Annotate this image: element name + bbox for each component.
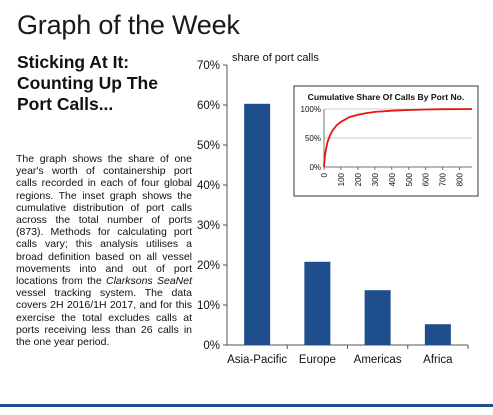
y-axis-label: share of port calls bbox=[232, 52, 319, 64]
headline-line-2: Counting Up The bbox=[17, 73, 158, 93]
bar-europe bbox=[304, 261, 331, 345]
inset-x-tick-label: 800 bbox=[456, 172, 465, 186]
headline-line-3: Port Calls... bbox=[17, 94, 114, 114]
x-tick-label: Europe bbox=[299, 354, 336, 366]
y-tick-label: 60% bbox=[197, 100, 220, 112]
y-tick-label: 70% bbox=[197, 60, 220, 72]
bar-americas bbox=[364, 290, 391, 345]
inset-y-tick-label: 50% bbox=[305, 134, 321, 143]
inset-frame bbox=[293, 85, 479, 197]
bottom-rule bbox=[0, 404, 493, 407]
x-tick-label: Americas bbox=[354, 354, 402, 366]
inset-x-tick-label: 400 bbox=[388, 172, 397, 186]
inset-x-tick-label: 300 bbox=[371, 172, 380, 186]
article-headline: Sticking At It: Counting Up The Port Cal… bbox=[17, 52, 192, 115]
inset-x-tick-label: 600 bbox=[422, 172, 431, 186]
bar-africa bbox=[424, 324, 451, 345]
inset-x-tick-label: 100 bbox=[337, 172, 346, 186]
y-tick-label: 10% bbox=[197, 300, 220, 312]
y-tick-label: 20% bbox=[197, 260, 220, 272]
y-tick-label: 30% bbox=[197, 220, 220, 232]
inset-cumulative-line bbox=[323, 108, 473, 168]
bar-asia-pacific bbox=[244, 103, 271, 345]
x-tick-label: Africa bbox=[423, 354, 453, 366]
body-source-name: Clarksons SeaNet bbox=[105, 275, 192, 288]
body-text-part-2: vessel tracking system. The data covers … bbox=[16, 287, 192, 349]
y-tick-label: 0% bbox=[203, 340, 220, 352]
article-body: The graph shows the share of one year's … bbox=[16, 153, 192, 348]
y-tick-label: 40% bbox=[197, 180, 220, 192]
body-text-part-1: The graph shows the share of one year's … bbox=[16, 153, 192, 288]
inset-x-tick-label: 700 bbox=[439, 172, 448, 186]
inset-x-tick-label: 200 bbox=[354, 172, 363, 186]
y-tick-label: 50% bbox=[197, 140, 220, 152]
inset-y-tick-label: 0% bbox=[309, 163, 321, 172]
x-tick-label: Asia-Pacific bbox=[227, 354, 287, 366]
inset-x-tick-label: 0 bbox=[320, 172, 329, 177]
inset-x-tick-label: 500 bbox=[405, 172, 414, 186]
inset-title: Cumulative Share Of Calls By Port No. bbox=[308, 92, 465, 102]
headline-line-1: Sticking At It: bbox=[17, 52, 130, 72]
page-title: Graph of the Week bbox=[17, 10, 240, 40]
inset-y-tick-label: 100% bbox=[301, 105, 321, 114]
bar-chart: 0% 10% 20% 30% 40% 50% 60% 70% share of port cal… bbox=[197, 52, 479, 366]
